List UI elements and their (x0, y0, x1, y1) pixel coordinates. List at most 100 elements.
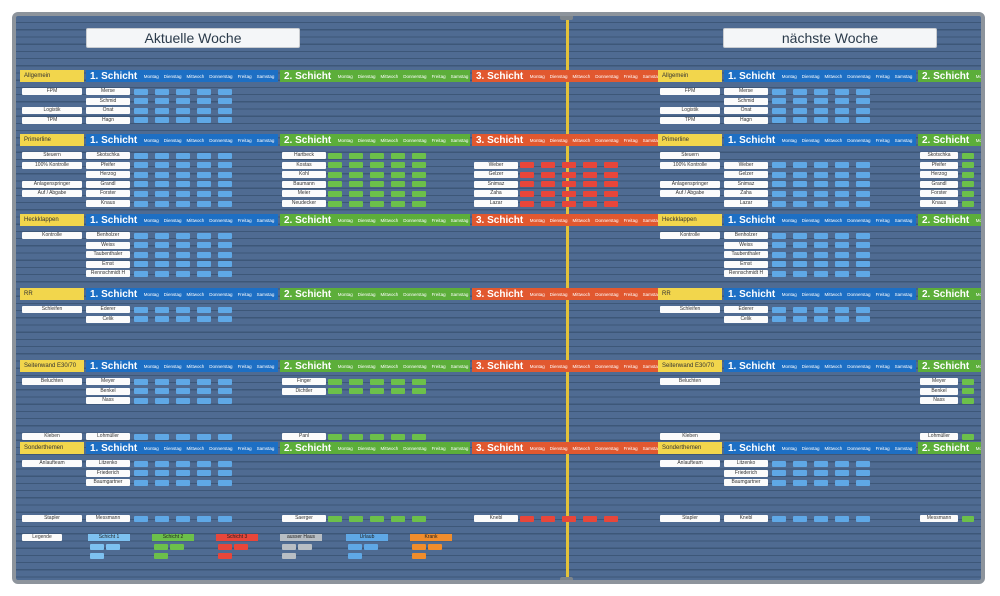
legend-item-label: Urlaub (346, 534, 388, 541)
shift3-magnet (562, 190, 576, 197)
day-label: Freitag (237, 291, 252, 297)
shift1-magnet (197, 251, 211, 258)
next-shift1-magnet (835, 306, 849, 313)
shift3-magnet (541, 162, 555, 169)
day-label: Mittwoch (186, 217, 205, 223)
section-label-left: Seitenwand E30/70 (20, 360, 84, 372)
legend-sample-magnet (234, 544, 248, 550)
shift2-magnet (412, 200, 426, 207)
shift2-magnet (349, 190, 363, 197)
day-label: Montag (781, 73, 797, 79)
next-shift1-magnet (856, 479, 870, 486)
day-label: Donnerstag (209, 217, 233, 223)
day-label: Donnerstag (403, 217, 427, 223)
shift1-magnet (155, 378, 169, 385)
shift1-magnet (134, 242, 148, 249)
day-label: Montag (781, 137, 797, 143)
shift1-magnet (134, 470, 148, 477)
shift3-magnet (583, 190, 597, 197)
next-shift1-magnet (814, 470, 828, 477)
shift1-magnet (134, 171, 148, 178)
shift1-magnet (176, 242, 190, 249)
shift3-person-name: Lazar (474, 200, 518, 207)
shift1-magnet (155, 88, 169, 95)
next-shift1-magnet (772, 479, 786, 486)
day-label: Montag (143, 217, 159, 223)
next-shift1-magnet (793, 470, 807, 477)
shift2-magnet (328, 171, 342, 178)
next-shift1-magnet (814, 232, 828, 239)
next-shift1-magnet (772, 242, 786, 249)
row-person-name: Merse (86, 88, 130, 95)
shift2-magnet (391, 162, 405, 169)
day-label: Samstag (256, 73, 275, 79)
day-label: Donnerstag (403, 363, 427, 369)
next-shift1-magnet (835, 232, 849, 239)
shift2-magnet (391, 433, 405, 440)
day-label: Montag (143, 363, 159, 369)
section-label-right: Seitenwand E30/70 (658, 360, 722, 372)
shift2-magnet (370, 181, 384, 188)
shift1-magnet (155, 261, 169, 268)
shift1-magnet (155, 470, 169, 477)
day-label: Dienstag (801, 445, 820, 451)
shift-title: 1. Schicht (90, 360, 138, 372)
day-label: Donnerstag (595, 363, 619, 369)
day-label: Samstag (894, 363, 913, 369)
next-shift1-magnet (856, 470, 870, 477)
next-shift2-person-name: Pfeifer (920, 161, 958, 169)
day-label: Mittwoch (824, 291, 843, 297)
row-person-name: Pfeifer (86, 161, 130, 169)
shift1-magnet (197, 242, 211, 249)
section-label-right: Sonderthemen (658, 442, 722, 454)
next-shift1-magnet (835, 190, 849, 197)
day-label: Montag (975, 73, 985, 79)
shift-title: 1. Schicht (728, 442, 776, 454)
shift1-magnet (197, 306, 211, 313)
shift1-magnet (176, 200, 190, 207)
row-person-name: Skotschka (86, 152, 130, 159)
shift3-person-name: Snimaz (474, 180, 518, 188)
row-person-name: Benholzer (86, 232, 130, 239)
shift1-magnet (134, 460, 148, 467)
shift2-magnet (391, 171, 405, 178)
shift2-magnet (328, 152, 342, 159)
shift-header-s2: 2. Schicht Montag Dienstag Mittwoch Donnerst… (280, 442, 470, 454)
day-label: Mittwoch (824, 73, 843, 79)
day-label: Samstag (256, 137, 275, 143)
shift2-magnet (370, 515, 384, 522)
row-person-name: Forster (86, 190, 130, 198)
shift-header-s3: 3. Schicht Montag Dienstag Mittwoch Donnerst… (472, 134, 662, 146)
shift1-magnet (197, 162, 211, 169)
shift3-magnet (520, 190, 534, 197)
next-shift1-magnet (856, 190, 870, 197)
next-shift1-magnet (835, 270, 849, 277)
next-row-task-label: Logistik (660, 107, 720, 115)
shift1-magnet (155, 306, 169, 313)
day-label: Dienstag (357, 137, 376, 143)
shift-header-s1: 1. Schicht Montag Dienstag Mittwoch Donnerst… (86, 442, 278, 454)
shift1-magnet (218, 306, 232, 313)
shift1-magnet (176, 515, 190, 522)
next-row-person-name: Benholzer (724, 232, 768, 239)
day-label: Freitag (875, 363, 890, 369)
shift2-magnet (412, 388, 426, 395)
day-label: Donnerstag (595, 137, 619, 143)
day-label: Donnerstag (209, 137, 233, 143)
next-shift1-magnet (814, 306, 828, 313)
shift1-magnet (197, 181, 211, 188)
shift1-magnet (218, 316, 232, 323)
day-label: Mittwoch (572, 137, 591, 143)
day-label: Freitag (623, 137, 638, 143)
day-label: Samstag (894, 445, 913, 451)
shift2-magnet (370, 162, 384, 169)
shift2-magnet (412, 162, 426, 169)
day-label: Dienstag (549, 73, 568, 79)
shift1-magnet (176, 460, 190, 467)
legend-item-label: Krank (410, 534, 452, 541)
next-shift1-magnet (793, 251, 807, 258)
next-shift1-magnet (856, 306, 870, 313)
shift-title: 1. Schicht (728, 288, 776, 300)
shift-header-s3: 3. Schicht Montag Dienstag Mittwoch Donnerst… (472, 442, 662, 454)
legend-item-label: Schicht 3 (216, 534, 258, 541)
